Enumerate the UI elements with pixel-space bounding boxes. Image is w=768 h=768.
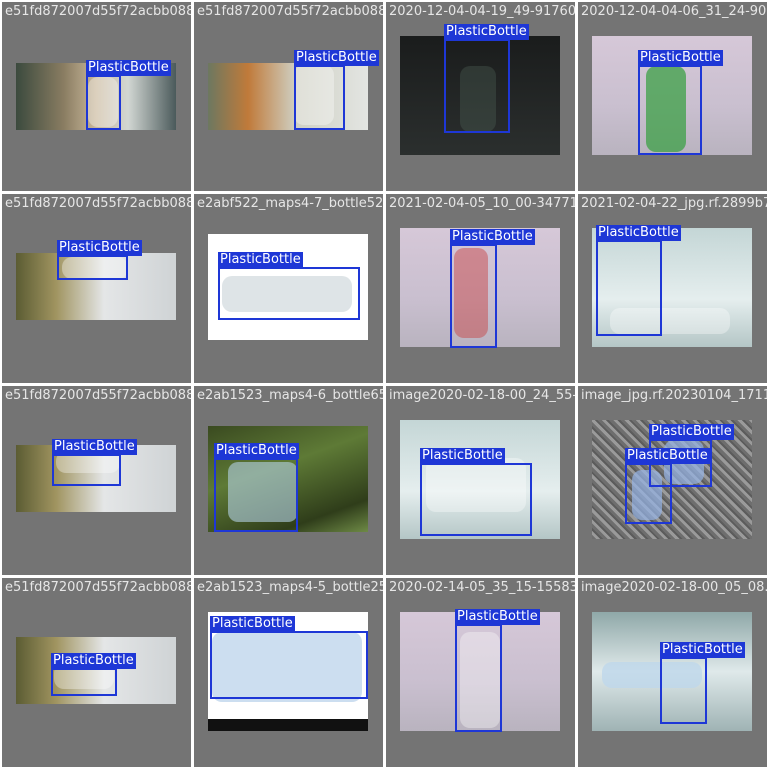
bottle-shape bbox=[632, 470, 662, 520]
bottle-shape bbox=[460, 632, 500, 728]
bottle-shape bbox=[294, 65, 334, 125]
image-tile[interactable]: e2ab1523_maps4-6_bottle65_jpg.rf.5492...… bbox=[194, 386, 383, 575]
detection-box: PlasticBottle bbox=[210, 616, 368, 699]
tile-photo bbox=[592, 36, 752, 155]
tile-photo bbox=[592, 612, 752, 731]
tile-filename: e51fd872007d55f72acbb088e25b15127_bottle… bbox=[5, 4, 191, 19]
image-tile[interactable]: e51fd872007d55f72acbb088e25b15127_bottle… bbox=[194, 2, 383, 191]
detection-box: PlasticBottle bbox=[455, 609, 540, 732]
detection-box: PlasticBottle bbox=[444, 24, 529, 133]
tile-filename: e51fd872007d55f72acbb088e2ab1523_maps4-7… bbox=[5, 196, 191, 211]
detection-box: PlasticBottle bbox=[638, 50, 723, 155]
tile-filename: e2ab1523_maps4-5_bottle25_jpg.rf.2020-02… bbox=[197, 580, 383, 595]
detection-label: PlasticBottle bbox=[638, 50, 723, 66]
image-tile[interactable]: 2021-02-04-22_jpg.rf.2899b776... Plastic… bbox=[578, 194, 767, 383]
detection-label: PlasticBottle bbox=[86, 60, 171, 76]
image-tile[interactable]: image2020-02-18-00_24_55-421846_jpg.rf.2… bbox=[386, 386, 575, 575]
detection-box: PlasticBottle bbox=[214, 443, 299, 532]
tile-filename: 2020-02-14-05_35_15-155831_jpg.rf.2020-0… bbox=[389, 580, 575, 595]
detection-box: PlasticBottle bbox=[450, 229, 535, 348]
detection-box: PlasticBottle bbox=[625, 448, 710, 524]
bottle-shape bbox=[56, 451, 120, 473]
tile-photo bbox=[592, 228, 752, 347]
bottle-shape bbox=[426, 458, 526, 512]
tile-photo bbox=[400, 612, 560, 731]
bottle-shape bbox=[212, 632, 362, 702]
bottle-shape bbox=[646, 66, 686, 152]
bottle-shape bbox=[610, 308, 730, 334]
image-tile[interactable]: e2ab1523_maps4-5_bottle25_jpg.rf.2020-02… bbox=[194, 578, 383, 767]
tile-filename: 2020-12-04-04-06_31_24-903145... bbox=[581, 4, 767, 19]
detection-label: PlasticBottle bbox=[625, 448, 710, 464]
detection-label: PlasticBottle bbox=[660, 642, 745, 658]
detection-label: PlasticBottle bbox=[218, 252, 303, 268]
tile-filename: 2021-02-04-05_10_00-347717_jpg.rf.2899b7… bbox=[389, 196, 575, 211]
tile-photo bbox=[208, 234, 368, 340]
tile-filename: 2020-12-04-04-19_49-917609_jpg.rf.24e68a… bbox=[389, 4, 575, 19]
detection-box: PlasticBottle bbox=[660, 642, 745, 724]
image-tile[interactable]: image2020-02-18-00_05_08... PlasticBottl… bbox=[578, 578, 767, 767]
detection-box: PlasticBottle bbox=[51, 653, 136, 696]
detection-label: PlasticBottle bbox=[649, 424, 734, 440]
image-tile[interactable]: e51fd872007d55f72acbb088e2ab1523_maps4-7… bbox=[2, 194, 191, 383]
image-tile[interactable]: e51fd872007d55f72acbb088e2ab1523_maps4-6… bbox=[2, 386, 191, 575]
tile-photo bbox=[400, 228, 560, 347]
tile-filename: image2020-02-18-00_05_08... bbox=[581, 580, 767, 595]
tile-filename: e51fd872007d55f72acbb088e25b15127_bottle… bbox=[197, 4, 383, 19]
detection-label: PlasticBottle bbox=[444, 24, 529, 40]
tile-filename: image2020-02-18-00_24_55-421846_jpg.rf.2… bbox=[389, 388, 575, 403]
detection-box: PlasticBottle bbox=[57, 240, 142, 280]
bottle-shape bbox=[454, 248, 488, 338]
bottle-shape bbox=[602, 662, 702, 688]
detection-label: PlasticBottle bbox=[450, 229, 535, 245]
image-tile[interactable]: e2abf522_maps4-7_bottle52_jpg.rf.27a0...… bbox=[194, 194, 383, 383]
image-tile[interactable]: 2021-02-04-05_10_00-347717_jpg.rf.2899b7… bbox=[386, 194, 575, 383]
tile-filename: e51fd872007d55f72acbb088e2ab1523_maps4-5… bbox=[5, 580, 191, 595]
detection-label: PlasticBottle bbox=[596, 225, 681, 241]
tile-photo bbox=[208, 63, 368, 130]
bottle-shape bbox=[228, 462, 298, 522]
detection-label: PlasticBottle bbox=[210, 616, 295, 632]
image-tile[interactable]: 2020-12-04-04-19_49-917609_jpg.rf.24e68a… bbox=[386, 2, 575, 191]
image-tile[interactable]: image_jpg.rf.20230104_17115... PlasticBo… bbox=[578, 386, 767, 575]
tile-photo bbox=[16, 637, 176, 704]
bottle-shape bbox=[222, 276, 352, 312]
detection-label: PlasticBottle bbox=[214, 443, 299, 459]
detection-box: PlasticBottle bbox=[86, 60, 171, 130]
bottle-shape bbox=[88, 77, 118, 127]
tile-photo bbox=[16, 445, 176, 512]
tile-filename: image_jpg.rf.20230104_17115... bbox=[581, 388, 767, 403]
detection-box: PlasticBottle bbox=[52, 439, 137, 486]
detection-box: PlasticBottle bbox=[218, 252, 360, 320]
tile-photo bbox=[400, 36, 560, 155]
tile-photo bbox=[400, 420, 560, 539]
bottle-shape bbox=[62, 257, 128, 279]
tile-filename: e51fd872007d55f72acbb088e2ab1523_maps4-6… bbox=[5, 388, 191, 403]
tile-filename: 2021-02-04-22_jpg.rf.2899b776... bbox=[581, 196, 767, 211]
detection-label: PlasticBottle bbox=[455, 609, 540, 625]
detection-label: PlasticBottle bbox=[420, 448, 505, 464]
detection-label: PlasticBottle bbox=[51, 653, 136, 669]
tile-filename: e2abf522_maps4-7_bottle52_jpg.rf.27a0... bbox=[197, 196, 383, 211]
image-tile[interactable]: e51fd872007d55f72acbb088e2ab1523_maps4-5… bbox=[2, 578, 191, 767]
image-tile[interactable]: 2020-02-14-05_35_15-155831_jpg.rf.2020-0… bbox=[386, 578, 575, 767]
image-watermark-bar bbox=[208, 719, 368, 731]
detection-box: PlasticBottle bbox=[649, 424, 734, 487]
detection-box: PlasticBottle bbox=[294, 50, 379, 130]
detection-label: PlasticBottle bbox=[294, 50, 379, 66]
detection-label: PlasticBottle bbox=[57, 240, 142, 256]
image-tile[interactable]: 2020-12-04-04-06_31_24-903145... Plastic… bbox=[578, 2, 767, 191]
detection-box: PlasticBottle bbox=[596, 225, 681, 336]
detection-box: PlasticBottle bbox=[420, 448, 532, 536]
image-tile[interactable]: e51fd872007d55f72acbb088e25b15127_bottle… bbox=[2, 2, 191, 191]
detection-label: PlasticBottle bbox=[52, 439, 137, 455]
tile-photo bbox=[16, 253, 176, 320]
tile-filename: e2ab1523_maps4-6_bottle65_jpg.rf.5492... bbox=[197, 388, 383, 403]
bottle-shape bbox=[460, 66, 496, 132]
